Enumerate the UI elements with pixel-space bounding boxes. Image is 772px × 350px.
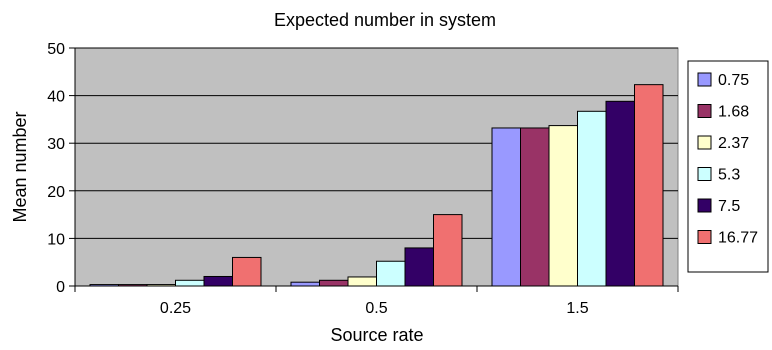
x-tick-labels: 0.25 0.5 1.5 (160, 300, 589, 317)
bar (290, 281, 320, 287)
bar (548, 125, 578, 287)
legend-swatch (697, 167, 712, 181)
bar (232, 256, 262, 287)
y-tick-label: 30 (47, 136, 65, 153)
bar (491, 127, 521, 287)
legend-label: 2.37 (718, 135, 749, 152)
x-axis-title: Source rate (330, 325, 423, 345)
y-tick-label: 20 (47, 184, 65, 201)
y-tick-label: 0 (56, 279, 65, 296)
legend-label: 16.77 (718, 230, 758, 247)
y-tick-label: 10 (47, 231, 65, 248)
bar (634, 84, 664, 287)
x-tick-label: 1.5 (566, 300, 588, 317)
bar (605, 100, 635, 287)
legend-swatch (697, 72, 712, 87)
bar (203, 275, 233, 287)
bar (433, 214, 463, 287)
y-tick-labels: 0 10 20 30 40 50 (47, 41, 65, 296)
y-axis-title: Mean number (10, 111, 30, 222)
x-tick-label: 0.25 (160, 300, 191, 317)
bar (319, 279, 349, 287)
bar (404, 247, 434, 287)
legend-swatch (697, 230, 712, 244)
bar (347, 276, 377, 287)
bar (376, 260, 406, 287)
legend-swatch (697, 198, 712, 213)
legend-label: 1.68 (718, 104, 749, 121)
y-tick-label: 50 (47, 41, 65, 58)
legend-label: 5.3 (718, 167, 740, 184)
bar (520, 127, 550, 287)
x-tick-label: 0.5 (365, 300, 387, 317)
legend: 0.75 1.68 2.37 5.3 7.5 16.77 (687, 60, 769, 273)
legend-swatch (697, 104, 712, 118)
chart-title: Expected number in system (274, 10, 496, 30)
bars (89, 84, 664, 287)
bar (577, 110, 607, 287)
legend-label: 7.5 (718, 198, 740, 215)
bar (175, 279, 205, 287)
legend-label: 0.75 (718, 72, 749, 89)
y-tick-label: 40 (47, 89, 65, 106)
axes (69, 47, 679, 292)
legend-swatch (697, 135, 712, 150)
